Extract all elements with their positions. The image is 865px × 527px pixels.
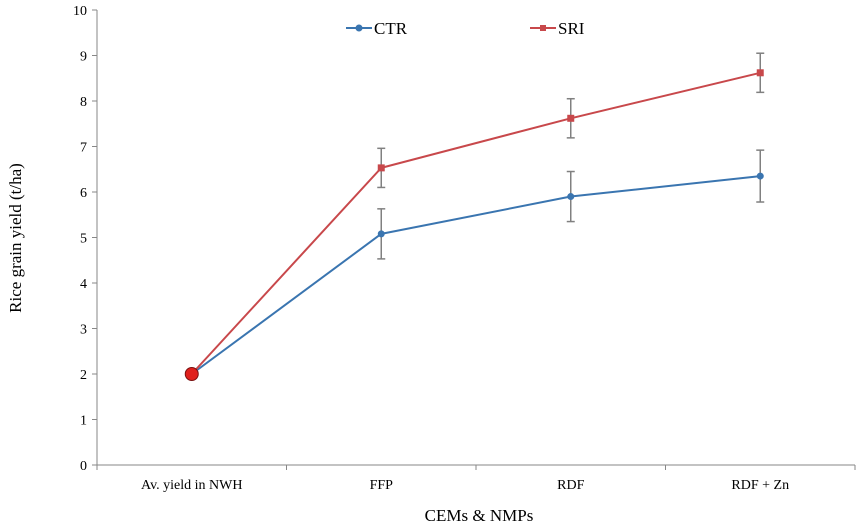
legend-sri-label: SRI (558, 19, 585, 38)
data-point-ctr (377, 230, 385, 238)
series-ctr-line (191, 175, 761, 375)
x-tick-label: RDF (557, 478, 584, 493)
y-tick-label: 0 (80, 459, 87, 474)
legend-ctr-label: CTR (374, 19, 408, 38)
data-point-sri (756, 69, 764, 77)
data-point-ctr (756, 172, 764, 180)
y-axis-title: Rice grain yield (t/ha) (6, 163, 25, 313)
y-tick-label: 2 (80, 368, 87, 383)
y-axis-ticks: 0 1 2 3 4 5 6 7 8 9 10 (73, 4, 97, 474)
y-tick-label: 1 (80, 414, 87, 429)
data-point-ctr (567, 193, 575, 201)
y-tick-label: 4 (80, 277, 87, 292)
y-tick-label: 9 (80, 50, 87, 65)
series-sri-line (191, 71, 761, 375)
series-layer (184, 52, 765, 381)
y-tick-label: 10 (73, 4, 87, 19)
x-tick-label: RDF + Zn (731, 478, 789, 493)
data-point-sri (567, 114, 575, 122)
legend: CTR SRI (346, 19, 585, 38)
x-tick-label: Av. yield in NWH (141, 478, 242, 493)
x-axis-title: CEMs & NMPs (425, 506, 534, 525)
legend-ctr-marker (355, 24, 363, 32)
y-tick-label: 5 (80, 232, 87, 247)
y-tick-label: 8 (80, 95, 87, 110)
x-axis-ticks: Av. yield in NWH FFP RDF RDF + Zn (96, 465, 856, 493)
data-point-baseline (184, 367, 199, 381)
series-ctr (188, 149, 765, 378)
y-tick-label: 6 (80, 186, 87, 201)
y-tick-label: 3 (80, 323, 87, 338)
data-point-sri (377, 164, 385, 172)
y-tick-label: 7 (80, 141, 87, 156)
x-tick-label: FFP (370, 478, 394, 493)
legend-sri-marker (540, 25, 546, 31)
